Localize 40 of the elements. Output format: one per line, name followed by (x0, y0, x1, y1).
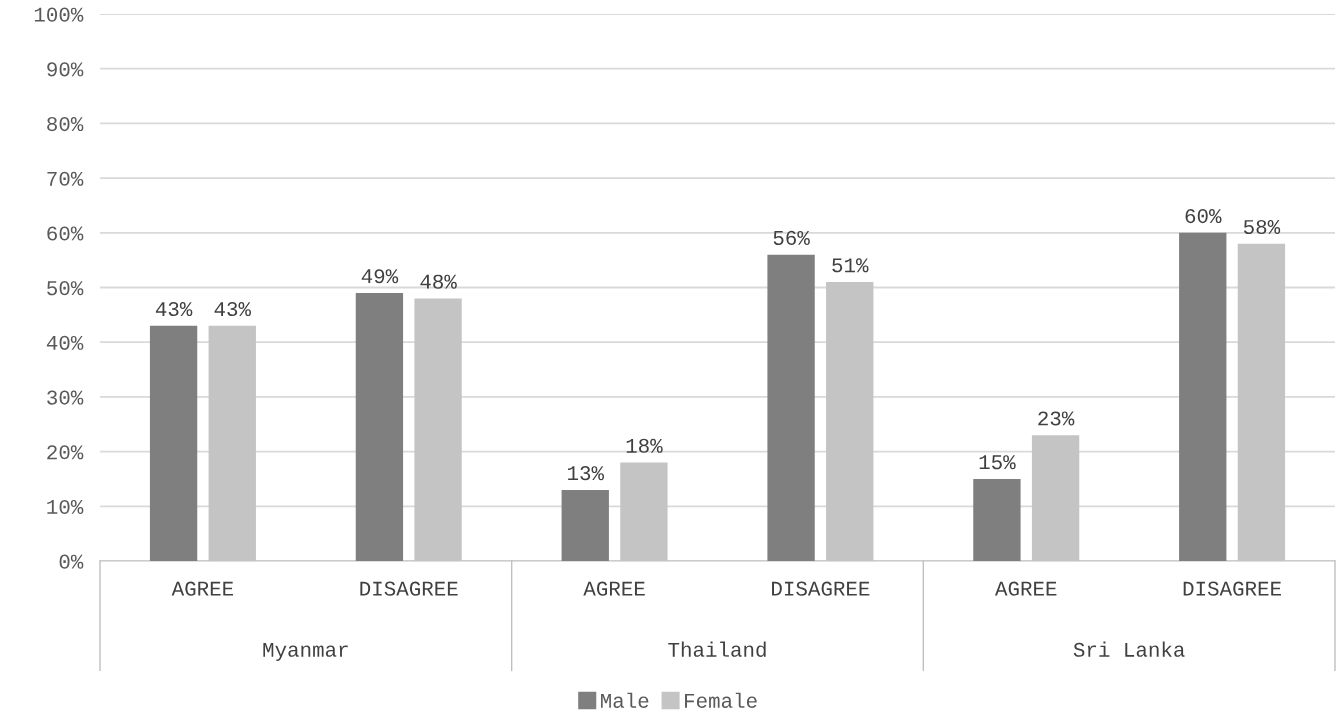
data-label: 48% (420, 274, 457, 289)
text: Thailand (668, 641, 766, 657)
text: Myanmar (263, 642, 348, 661)
x-tick-label: DISAGREE (1183, 581, 1281, 596)
data-label: 13% (568, 466, 605, 481)
legend-label: Male (601, 692, 649, 708)
bar (149, 325, 198, 561)
y-tick-label: 10% (47, 499, 84, 515)
data-label: 56% (773, 230, 810, 246)
y-tick-label: 50% (47, 281, 84, 296)
y-tick-label: 80% (47, 117, 84, 132)
y-tick-label: 100% (34, 7, 84, 22)
bar (767, 254, 815, 561)
y-tick-label: 30% (47, 390, 84, 405)
data-label: 43% (214, 301, 252, 317)
text: Sri Lanka (1073, 641, 1185, 657)
y-tick-label: 70% (47, 171, 84, 186)
bar (973, 478, 1021, 561)
legend-label: Female (685, 692, 757, 708)
y-tick-label: 20% (47, 445, 84, 460)
x-tick-label: DISAGREE (772, 581, 870, 596)
y-tick-label: 0% (59, 554, 84, 569)
data-label: 23% (1038, 411, 1075, 426)
bar (355, 292, 404, 561)
data-label: 15% (979, 455, 1016, 470)
data-label: 49% (361, 269, 399, 284)
data-label: 60% (1185, 208, 1222, 224)
bar (1179, 232, 1227, 561)
x-tick-label: AGREE (171, 581, 234, 596)
x-tick-label: AGREE (994, 581, 1057, 596)
x-tick-label: AGREE (583, 581, 645, 596)
y-tick-label: 40% (46, 335, 84, 350)
x-tick-label: DISAGREE (360, 581, 458, 596)
data-label: 43% (155, 301, 193, 317)
data-label: 18% (626, 438, 663, 453)
bar (561, 489, 609, 561)
data-label: 51% (832, 258, 869, 273)
y-tick-label: 60% (47, 226, 84, 241)
y-tick-label: 90% (47, 62, 84, 77)
data-label: 58% (1243, 219, 1281, 235)
